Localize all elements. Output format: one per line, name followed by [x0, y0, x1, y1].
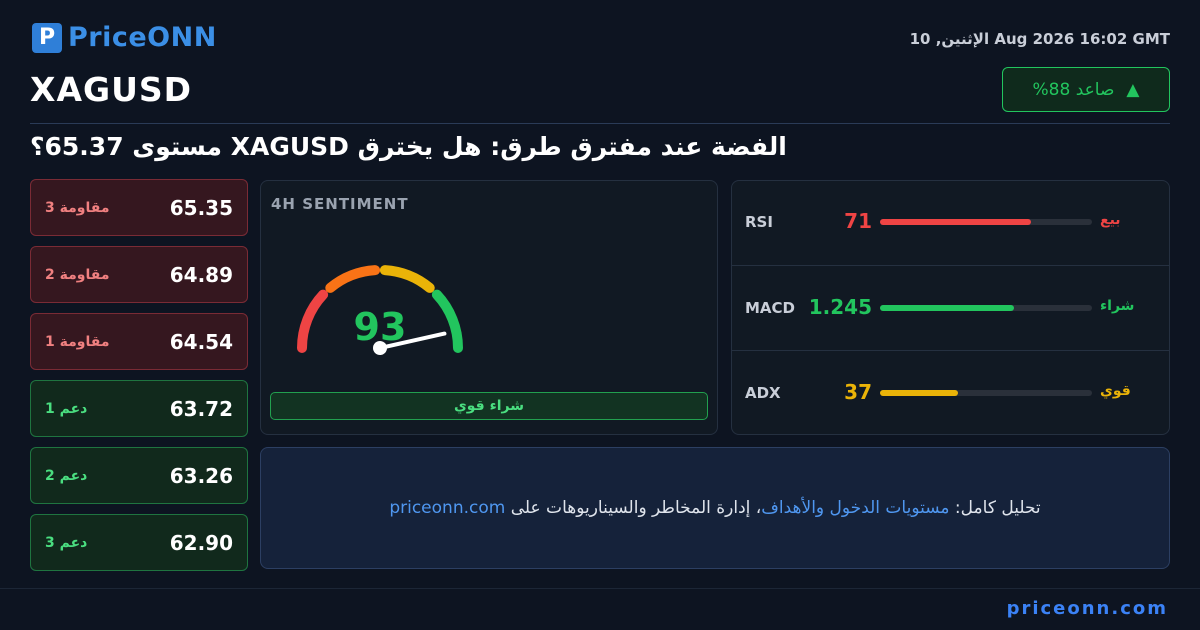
gauge-needle: [378, 331, 447, 350]
gauge-arc: [431, 289, 463, 353]
level-label: دعم 2: [45, 467, 88, 484]
verdict: شراء قوي: [270, 392, 708, 420]
level-label: دعم 3: [45, 534, 88, 551]
gauge-arc: [379, 265, 435, 293]
indicator-fill: [880, 304, 1014, 311]
level-label: مقاومة 1: [45, 333, 110, 350]
level-label: مقاومة 3: [45, 199, 110, 216]
level-label: مقاومة 2: [45, 266, 110, 283]
indicator-row: ADX 37 قوي: [731, 351, 1170, 436]
gauge-arc: [297, 289, 329, 353]
level-value: 63.26: [169, 463, 233, 488]
indicator-track: [880, 390, 1092, 396]
logo-icon: P: [32, 22, 62, 53]
footer-box: تحليل كامل: مستويات الدخول والأهداف، إدا…: [260, 447, 1170, 569]
sentiment-badge: صاعد 88% ▲: [1002, 67, 1170, 112]
logo: P PriceONN: [32, 22, 217, 53]
gauge: 93: [297, 265, 463, 355]
level-value: 64.54: [169, 329, 233, 354]
level-box: مقاومة 3 65.35: [30, 179, 248, 236]
bottom-rule: [0, 588, 1200, 589]
indicator-value: 71: [844, 209, 872, 233]
indicator-name: ADX: [745, 384, 781, 402]
indicator-fill: [880, 390, 959, 396]
divider: [30, 123, 1170, 124]
indicator-row: RSI 71 بيع: [731, 180, 1170, 265]
level-value: 65.35: [169, 195, 233, 220]
level-box: مقاومة 2 64.89: [30, 246, 248, 303]
gauge-value: 93: [354, 305, 407, 349]
indicator-value: 1.245: [808, 294, 872, 319]
footer-text: ، إدارة المخاطر والسيناريوهات على: [505, 498, 762, 518]
badge-text: صاعد 88%: [1032, 79, 1115, 100]
indicator-signal: بيع: [1100, 212, 1121, 228]
level-label: دعم 1: [45, 400, 88, 417]
level-value: 64.89: [169, 262, 233, 287]
indicator-value: 37: [844, 380, 872, 404]
level-value: 62.90: [169, 530, 233, 555]
level-value: 63.72: [169, 396, 233, 421]
level-box: دعم 1 63.72: [30, 380, 248, 437]
indicator-name: MACD: [745, 298, 795, 317]
indicator-track: [880, 219, 1092, 225]
indicator-track: [880, 304, 1092, 311]
indicator-signal: شراء: [1100, 297, 1135, 314]
badge-arrow: ▲: [1126, 79, 1140, 100]
row-divider: [732, 350, 1169, 351]
gauge-arc: [325, 265, 381, 293]
row-divider: [732, 265, 1169, 266]
sentiment-title: 4H SENTIMENT: [271, 195, 409, 213]
logo-text: PriceONN: [68, 22, 217, 53]
footer-site[interactable]: priceonn.com: [389, 498, 506, 518]
indicator-fill: [880, 219, 1031, 225]
footer-text: تحليل كامل:: [949, 498, 1041, 518]
level-box: مقاومة 1 64.54: [30, 313, 248, 370]
headline: الفضة عند مفترق طرق: هل يخترق XAGUSD مست…: [30, 132, 787, 161]
indicator-row: MACD 1.245 شراء: [731, 266, 1170, 351]
footer-link[interactable]: مستويات الدخول والأهداف: [761, 498, 950, 518]
level-box: دعم 2 63.26: [30, 447, 248, 504]
brand-url[interactable]: priceonn.com: [1006, 598, 1168, 619]
symbol: XAGUSD: [30, 70, 193, 109]
gauge-hub: [373, 341, 387, 355]
date: الإثنين, 10 Aug 2026 16:02 GMT: [909, 30, 1170, 48]
level-box: دعم 3 62.90: [30, 514, 248, 571]
indicator-name: RSI: [745, 213, 773, 231]
indicator-signal: قوي: [1100, 383, 1131, 399]
